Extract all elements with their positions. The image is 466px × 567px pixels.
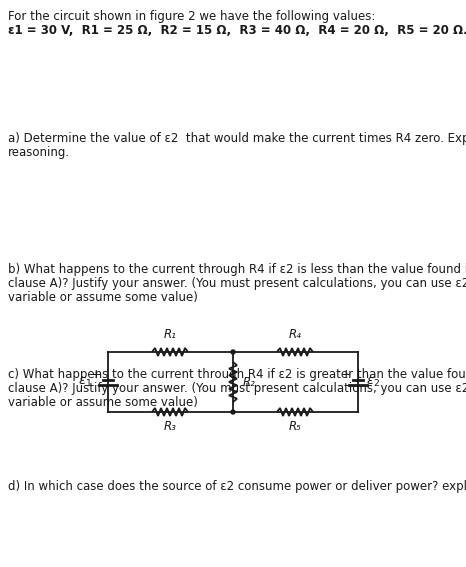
Text: R₅: R₅ [288, 420, 302, 433]
Text: c) What happens to the current through R4 if ε2 is greater than the value found : c) What happens to the current through R… [8, 368, 466, 381]
Text: reasoning.: reasoning. [8, 146, 70, 159]
Circle shape [231, 410, 235, 414]
Text: R₂: R₂ [243, 375, 256, 388]
Text: R₃: R₃ [164, 420, 177, 433]
Text: R₄: R₄ [288, 328, 302, 341]
Text: clause A)? Justify your answer. (You must present calculations, you can use ε2 a: clause A)? Justify your answer. (You mus… [8, 382, 466, 395]
Text: ε1 = 30 V,  R1 = 25 Ω,  R2 = 15 Ω,  R3 = 40 Ω,  R4 = 20 Ω,  R5 = 20 Ω.: ε1 = 30 V, R1 = 25 Ω, R2 = 15 Ω, R3 = 40… [8, 24, 466, 37]
Text: clause A)? Justify your answer. (You must present calculations, you can use ε2 a: clause A)? Justify your answer. (You mus… [8, 277, 466, 290]
Text: b) What happens to the current through R4 if ε2 is less than the value found in : b) What happens to the current through R… [8, 263, 466, 276]
Text: +: + [341, 368, 351, 381]
Text: +: + [91, 368, 101, 381]
Circle shape [231, 350, 235, 354]
Text: For the circuit shown in figure 2 we have the following values:: For the circuit shown in figure 2 we hav… [8, 10, 376, 23]
Text: $\mathit{\varepsilon}_1$: $\mathit{\varepsilon}_1$ [78, 375, 92, 388]
Text: variable or assume some value): variable or assume some value) [8, 396, 198, 409]
Text: a) Determine the value of ε2  that would make the current times R4 zero. Explain: a) Determine the value of ε2 that would … [8, 132, 466, 145]
Text: d) In which case does the source of ε2 consume power or deliver power? explain: d) In which case does the source of ε2 c… [8, 480, 466, 493]
Text: $\mathit{\varepsilon}_2$: $\mathit{\varepsilon}_2$ [366, 375, 380, 388]
Text: R₁: R₁ [164, 328, 177, 341]
Text: variable or assume some value): variable or assume some value) [8, 291, 198, 304]
